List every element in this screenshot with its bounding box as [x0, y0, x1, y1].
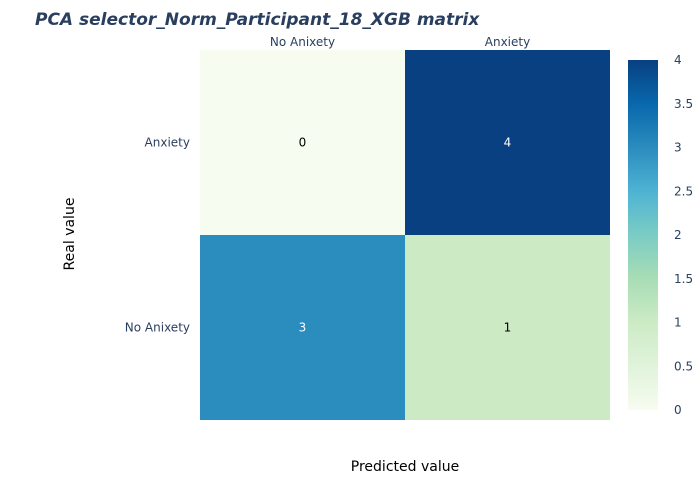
heatmap-cell [200, 235, 405, 420]
colorbar-ticks: 0 0.5 1 1.5 2 2.5 3 3.5 4 [674, 53, 693, 417]
colorbar-tick-label: 2 [674, 228, 682, 242]
colorbar-tick-label: 3 [674, 141, 682, 155]
colorbar-tick-label: 3.5 [674, 97, 693, 111]
colorbar-tick-label: 1 [674, 316, 682, 330]
y-axis-ticks: Anxiety No Anixety [125, 136, 190, 335]
cell-value-label: 1 [504, 321, 512, 335]
heatmap-cell [405, 50, 610, 235]
y-axis-title: Real value [62, 198, 78, 271]
cell-value-label: 0 [299, 136, 307, 150]
colorbar-tick-label: 0 [674, 403, 682, 417]
y-tick-label: No Anixety [125, 321, 190, 335]
colorbar-tick-label: 1.5 [674, 272, 693, 286]
x-tick-label: No Anixety [270, 35, 335, 49]
colorbar-tick-label: 2.5 [674, 184, 693, 198]
x-tick-label: Anxiety [485, 35, 530, 49]
y-tick-label: Anxiety [145, 136, 190, 150]
heatmap-cell [200, 50, 405, 235]
cell-value-label: 4 [504, 136, 512, 150]
cell-value-label: 3 [299, 321, 307, 335]
chart-title: PCA selector_Norm_Participant_18_XGB mat… [35, 10, 480, 30]
x-axis-ticks: No Anixety Anxiety [270, 35, 530, 49]
colorbar-tick-label: 4 [674, 53, 682, 67]
heatmap-cell [405, 235, 610, 420]
colorbar [628, 60, 658, 410]
heatmap-cell-labels: 0 4 3 1 [299, 136, 512, 335]
x-axis-title: Predicted value [351, 459, 459, 475]
heatmap-cells [200, 50, 610, 420]
colorbar-tick-label: 0.5 [674, 359, 693, 373]
